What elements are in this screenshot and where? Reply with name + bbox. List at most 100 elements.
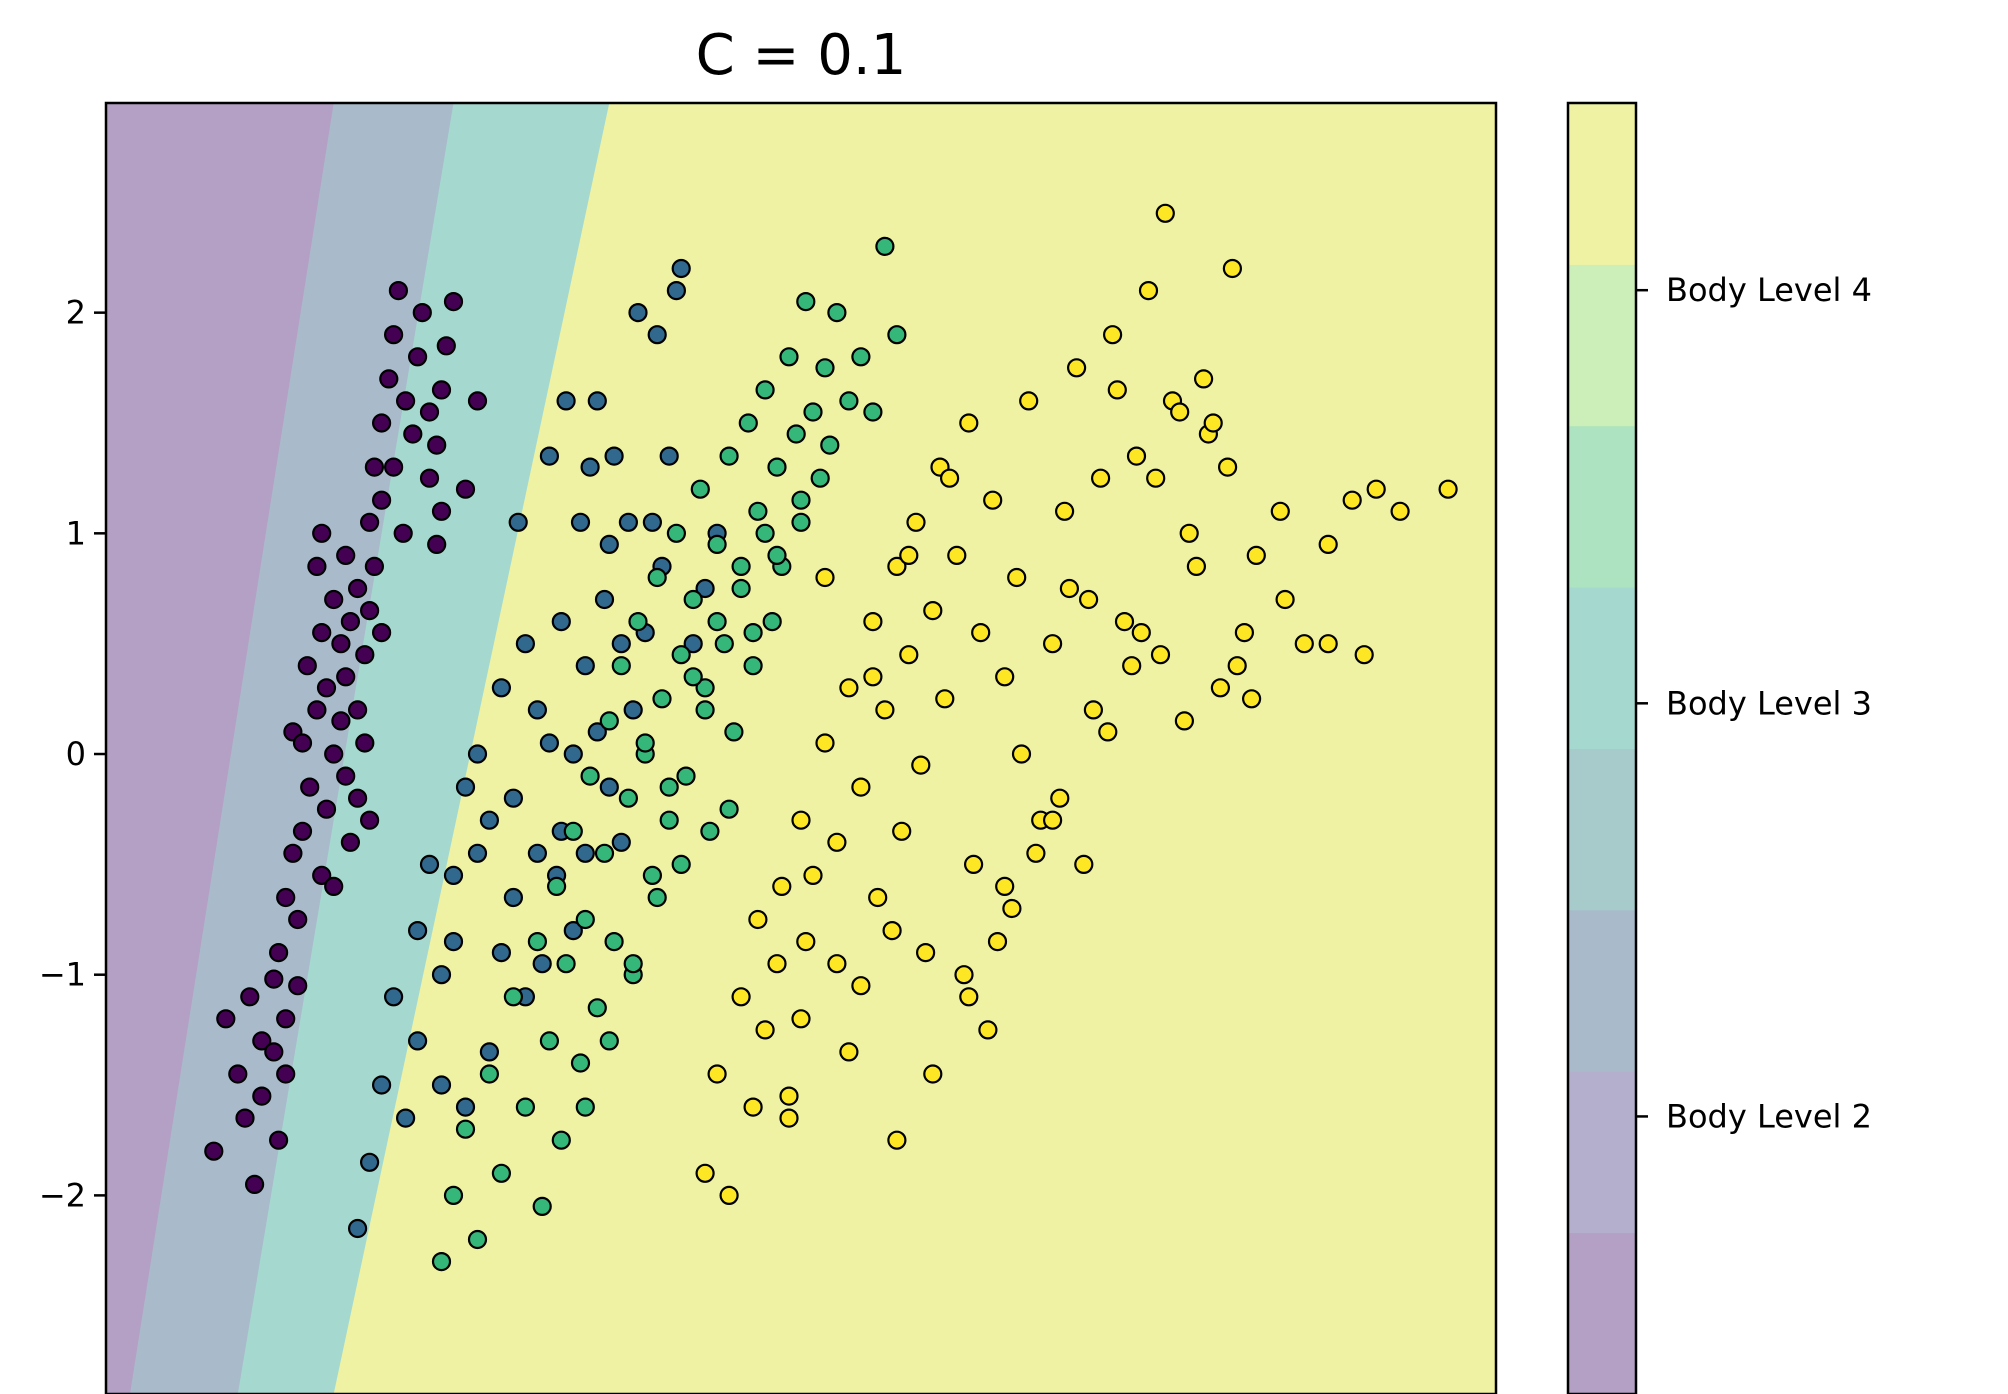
data-point-2 [360,1152,380,1172]
data-point-2 [611,634,631,654]
data-point-1 [324,744,344,764]
data-point-4 [911,755,931,775]
data-point-3 [551,1130,571,1150]
data-point-4 [839,1042,859,1062]
data-point-4 [1186,556,1207,577]
data-point-3 [515,1097,536,1117]
y-tick-label: 1 [66,514,86,552]
data-point-2 [642,512,663,532]
data-point-3 [695,700,715,720]
data-point-3 [743,656,763,676]
data-point-1 [427,534,447,555]
data-point-4 [935,689,955,709]
data-point-3 [575,909,595,930]
data-point-4 [1026,843,1046,863]
colorbar-frame [1566,101,1638,1394]
data-point-2 [599,777,619,797]
data-point-4 [1074,854,1094,875]
data-point-4 [748,909,768,930]
data-point-4 [1042,810,1063,830]
data-point-2 [467,843,488,863]
data-point-4 [1066,358,1087,378]
data-point-4 [827,832,847,852]
data-point-4 [923,1064,943,1084]
data-point-3 [707,611,727,632]
data-point-2 [503,887,524,908]
data-point-1 [292,733,313,753]
data-point-2 [419,854,440,875]
data-point-2 [623,700,643,720]
data-point-3 [659,810,679,830]
data-point-2 [408,920,428,941]
data-point-1 [216,1009,236,1029]
y-tick-label: −2 [39,1176,86,1214]
data-point-2 [408,1031,428,1051]
data-point-4 [1174,711,1195,731]
colorbar-segment [1568,909,1636,1072]
data-point-1 [283,843,303,863]
data-point-3 [738,413,758,433]
data-point-4 [1222,258,1243,279]
data-point-1 [348,578,368,599]
data-point-4 [767,954,787,974]
data-point-4 [1234,622,1255,643]
colorbar-segment [1568,425,1636,588]
data-point-3 [815,358,835,378]
data-point-3 [719,446,739,466]
data-point-4 [915,942,936,963]
data-point-3 [671,854,691,875]
data-point-2 [587,722,607,742]
data-point-1 [276,1009,296,1029]
data-point-3 [503,987,524,1007]
data-point-1 [276,1064,296,1084]
data-point-4 [1318,634,1338,654]
data-point-3 [700,821,720,841]
data-point-3 [594,843,615,863]
data-point-1 [372,490,392,510]
data-point-2 [594,589,615,610]
y-tick-label: 0 [66,735,86,773]
data-point-1 [364,556,384,577]
data-point-1 [336,545,356,566]
colorbar-segment [1568,587,1636,749]
data-point-1 [467,391,488,411]
data-point-3 [791,490,811,510]
data-point-3 [755,523,775,543]
data-point-3 [820,435,840,455]
data-point-2 [611,832,631,852]
data-point-1 [264,969,284,989]
data-point-4 [1146,468,1166,488]
data-point-4 [995,667,1015,687]
data-point-1 [336,667,356,687]
data-point-3 [803,402,823,422]
data-point-4 [1054,501,1075,521]
data-point-4 [1318,534,1338,555]
data-point-3 [628,611,648,632]
data-point-1 [297,656,317,676]
data-point-4 [1102,325,1123,345]
data-point-4 [971,622,991,643]
data-point-2 [647,325,667,345]
data-point-1 [276,887,296,908]
data-point-4 [755,1020,775,1040]
data-point-3 [546,876,567,897]
data-point-3 [851,347,871,367]
data-point-3 [731,578,751,599]
data-points [204,203,1458,1272]
data-point-3 [810,468,830,488]
data-point-4 [1217,457,1238,477]
data-point-3 [863,402,883,422]
data-point-1 [292,821,313,841]
data-point-3 [887,325,907,345]
data-point-3 [671,645,691,665]
data-point-1 [348,700,368,720]
data-point-3 [431,1251,452,1272]
data-point-2 [372,1075,392,1095]
data-point-1 [393,523,413,543]
data-point-3 [690,479,710,499]
data-point-4 [1366,479,1386,499]
data-point-3 [683,589,703,610]
data-point-3 [714,634,734,654]
data-point-4 [1342,490,1362,510]
